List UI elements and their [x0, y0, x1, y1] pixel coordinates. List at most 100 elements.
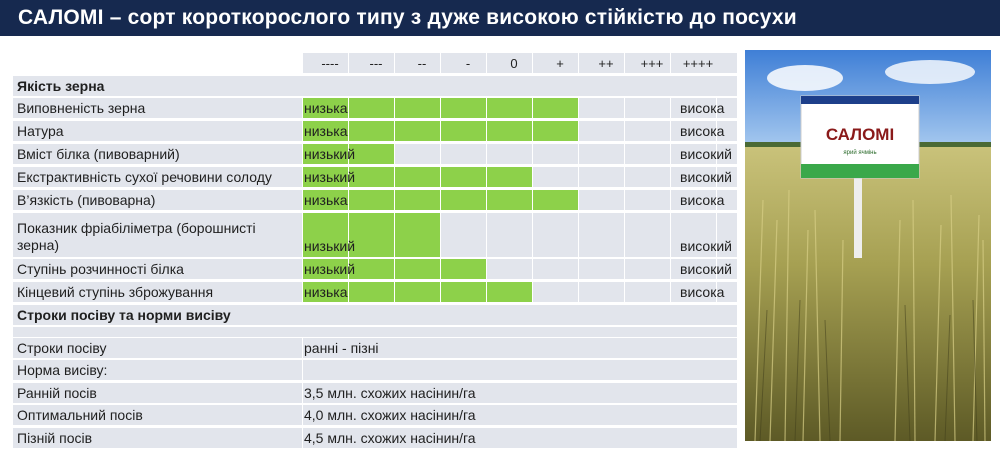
column-separator [348, 213, 349, 257]
scale-label: + [556, 56, 564, 71]
trait-row: Виповненість зерна низька висока [13, 98, 737, 118]
trait-name: Виповненість зерна [17, 100, 146, 116]
title-bar: САЛОМІ – сорт короткорослого типу з дуже… [0, 0, 1000, 36]
scale-header-row: ---- --- -- - 0 + ++ +++ ++++ [13, 53, 737, 73]
column-separator [302, 121, 303, 141]
column-separator [532, 190, 533, 210]
column-separator [532, 213, 533, 257]
trait-high-label: висока [680, 284, 725, 300]
column-separator [532, 144, 533, 164]
scale-label: -- [417, 56, 427, 71]
column-separator [716, 282, 717, 302]
column-separator [440, 121, 441, 141]
trait-high-label: висока [680, 123, 725, 139]
spacer-row [13, 327, 737, 337]
trait-row: Вміст білка (пивоварний) низький високий [13, 144, 737, 164]
trait-high-label: висока [680, 192, 725, 208]
sowing-value: 3,5 млн. схожих насінин/га [304, 385, 476, 401]
column-separator [302, 428, 303, 448]
sowing-name: Строки посіву [17, 340, 107, 356]
column-separator [486, 98, 487, 118]
trait-low-label: низький [304, 261, 356, 277]
sowing-row: Оптимальний посів 4,0 млн. схожих насіни… [13, 405, 737, 425]
column-separator [394, 259, 395, 279]
column-separator [348, 167, 349, 187]
column-separator [394, 167, 395, 187]
sign-title: САЛОМІ [826, 125, 894, 144]
column-separator [532, 259, 533, 279]
trait-name: Вміст білка (пивоварний) [17, 146, 180, 162]
field-photo: САЛОМІ ярий ячмінь [745, 50, 991, 441]
column-separator [348, 259, 349, 279]
column-separator [394, 213, 395, 257]
column-separator [302, 190, 303, 210]
column-separator [394, 121, 395, 141]
column-separator [624, 167, 625, 187]
variety-table: ---- --- -- - 0 + ++ +++ ++++ Якість зер… [13, 53, 737, 452]
column-separator [440, 167, 441, 187]
column-separator [532, 121, 533, 141]
column-separator [486, 144, 487, 164]
column-separator [624, 213, 625, 257]
column-separator [302, 338, 303, 358]
column-separator [578, 259, 579, 279]
scale-label: ++++ [682, 56, 714, 71]
trait-name: Ступінь розчинності білка [17, 261, 184, 277]
column-separator [670, 121, 671, 141]
column-separator [440, 282, 441, 302]
section-title: Якість зерна [17, 78, 105, 94]
trait-low-label: низька [304, 100, 348, 116]
column-separator [716, 190, 717, 210]
column-separator [302, 167, 303, 187]
column-separator [302, 144, 303, 164]
trait-row: Показник фріабіліметра (борошнисті зерна… [13, 213, 737, 257]
column-separator [486, 190, 487, 210]
sowing-value: 4,5 млн. схожих насінин/га [304, 430, 476, 446]
column-separator [670, 98, 671, 118]
column-separator [486, 213, 487, 257]
trait-name: Кінцевий ступінь зброжування [17, 284, 214, 300]
column-separator [624, 121, 625, 141]
column-separator [394, 282, 395, 302]
trait-row: Ступінь розчинності білка низький високи… [13, 259, 737, 279]
column-separator [716, 144, 717, 164]
trait-name: Екстрактивність сухої речовини солоду [17, 169, 272, 185]
column-separator [394, 190, 395, 210]
trait-low-label: низька [304, 123, 348, 139]
section-row-sowing: Строки посіву та норми висіву [13, 305, 737, 325]
column-separator [716, 98, 717, 118]
column-separator [394, 144, 395, 164]
sowing-name: Пізній посів [17, 430, 93, 446]
column-separator [440, 259, 441, 279]
column-separator [440, 213, 441, 257]
trait-high-label: високий [680, 169, 732, 185]
scale-label: - [465, 56, 471, 71]
column-separator [624, 282, 625, 302]
column-separator [578, 144, 579, 164]
column-separator [486, 259, 487, 279]
column-separator [670, 167, 671, 187]
column-separator [532, 282, 533, 302]
column-separator [348, 282, 349, 302]
column-separator [716, 121, 717, 141]
column-separator [716, 213, 717, 257]
column-separator [302, 213, 303, 257]
scale-label: ---- [321, 56, 339, 71]
sowing-value: 4,0 млн. схожих насінин/га [304, 407, 476, 423]
trait-level-bar [302, 167, 532, 187]
column-separator [624, 190, 625, 210]
column-separator [670, 190, 671, 210]
section-title: Строки посіву та норми висіву [17, 307, 231, 323]
column-separator [532, 98, 533, 118]
column-separator [624, 98, 625, 118]
sign-post [854, 178, 862, 258]
trait-low-label: низький [304, 146, 356, 162]
column-separator [348, 190, 349, 210]
sowing-name: Оптимальний посів [17, 407, 143, 423]
column-separator [302, 383, 303, 403]
sowing-row: Строки посіву ранні - пізні [13, 338, 737, 358]
column-separator [440, 190, 441, 210]
column-separator [348, 121, 349, 141]
sowing-row: Ранній посів 3,5 млн. схожих насінин/га [13, 383, 737, 403]
scale-label: ++ [598, 56, 614, 71]
